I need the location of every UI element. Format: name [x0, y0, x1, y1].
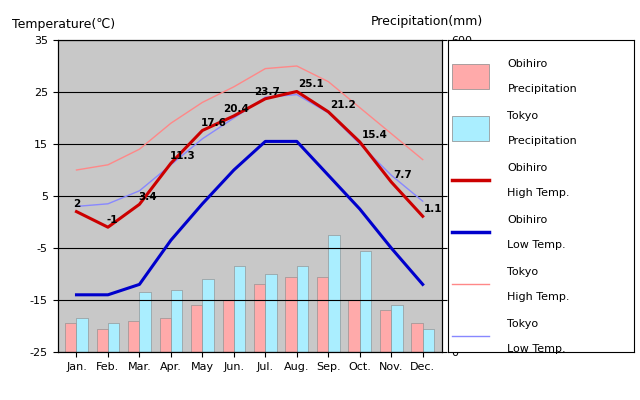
- Text: Temperature(℃): Temperature(℃): [12, 18, 115, 31]
- Bar: [380, 310, 391, 352]
- Text: Precipitation: Precipitation: [508, 136, 577, 146]
- Text: 11.3: 11.3: [170, 151, 195, 161]
- Bar: [254, 284, 266, 352]
- Bar: [171, 290, 182, 352]
- Bar: [266, 274, 276, 352]
- Bar: [202, 279, 214, 352]
- Bar: [128, 321, 140, 352]
- Bar: [391, 305, 403, 352]
- Text: Low Temp.: Low Temp.: [508, 240, 566, 250]
- Text: Obihiro: Obihiro: [508, 59, 548, 69]
- Text: 2: 2: [74, 200, 81, 210]
- Bar: [297, 266, 308, 352]
- Bar: [422, 329, 434, 352]
- Bar: [328, 235, 340, 352]
- Text: 17.6: 17.6: [201, 118, 227, 128]
- Text: Precipitation(mm): Precipitation(mm): [371, 15, 483, 28]
- Text: 7.7: 7.7: [393, 170, 412, 180]
- Bar: [234, 266, 245, 352]
- Text: 21.2: 21.2: [330, 100, 356, 110]
- Bar: [412, 323, 422, 352]
- Bar: [191, 305, 202, 352]
- Text: Tokyo: Tokyo: [508, 111, 538, 121]
- Bar: [317, 277, 328, 352]
- Bar: [108, 323, 119, 352]
- Text: Tokyo: Tokyo: [508, 266, 538, 277]
- Text: High Temp.: High Temp.: [508, 292, 570, 302]
- Bar: [223, 300, 234, 352]
- Bar: [65, 323, 77, 352]
- Text: 3.4: 3.4: [138, 192, 157, 202]
- Text: 23.7: 23.7: [254, 87, 280, 97]
- Bar: [360, 250, 371, 352]
- Text: 15.4: 15.4: [362, 130, 387, 140]
- Text: High Temp.: High Temp.: [508, 188, 570, 198]
- Text: Precipitation: Precipitation: [508, 84, 577, 94]
- Bar: [140, 292, 151, 352]
- Text: 1.1: 1.1: [424, 204, 443, 214]
- Text: Tokyo: Tokyo: [508, 318, 538, 329]
- Bar: [77, 318, 88, 352]
- Bar: [159, 318, 171, 352]
- Bar: [285, 277, 297, 352]
- Bar: [97, 329, 108, 352]
- Text: Low Temp.: Low Temp.: [508, 344, 566, 354]
- Text: Obihiro: Obihiro: [508, 162, 548, 172]
- Text: 20.4: 20.4: [223, 104, 249, 114]
- Bar: [348, 300, 360, 352]
- FancyBboxPatch shape: [452, 64, 489, 89]
- Text: -1: -1: [106, 215, 118, 225]
- FancyBboxPatch shape: [452, 116, 489, 141]
- Text: 25.1: 25.1: [298, 79, 324, 89]
- Text: Obihiro: Obihiro: [508, 214, 548, 225]
